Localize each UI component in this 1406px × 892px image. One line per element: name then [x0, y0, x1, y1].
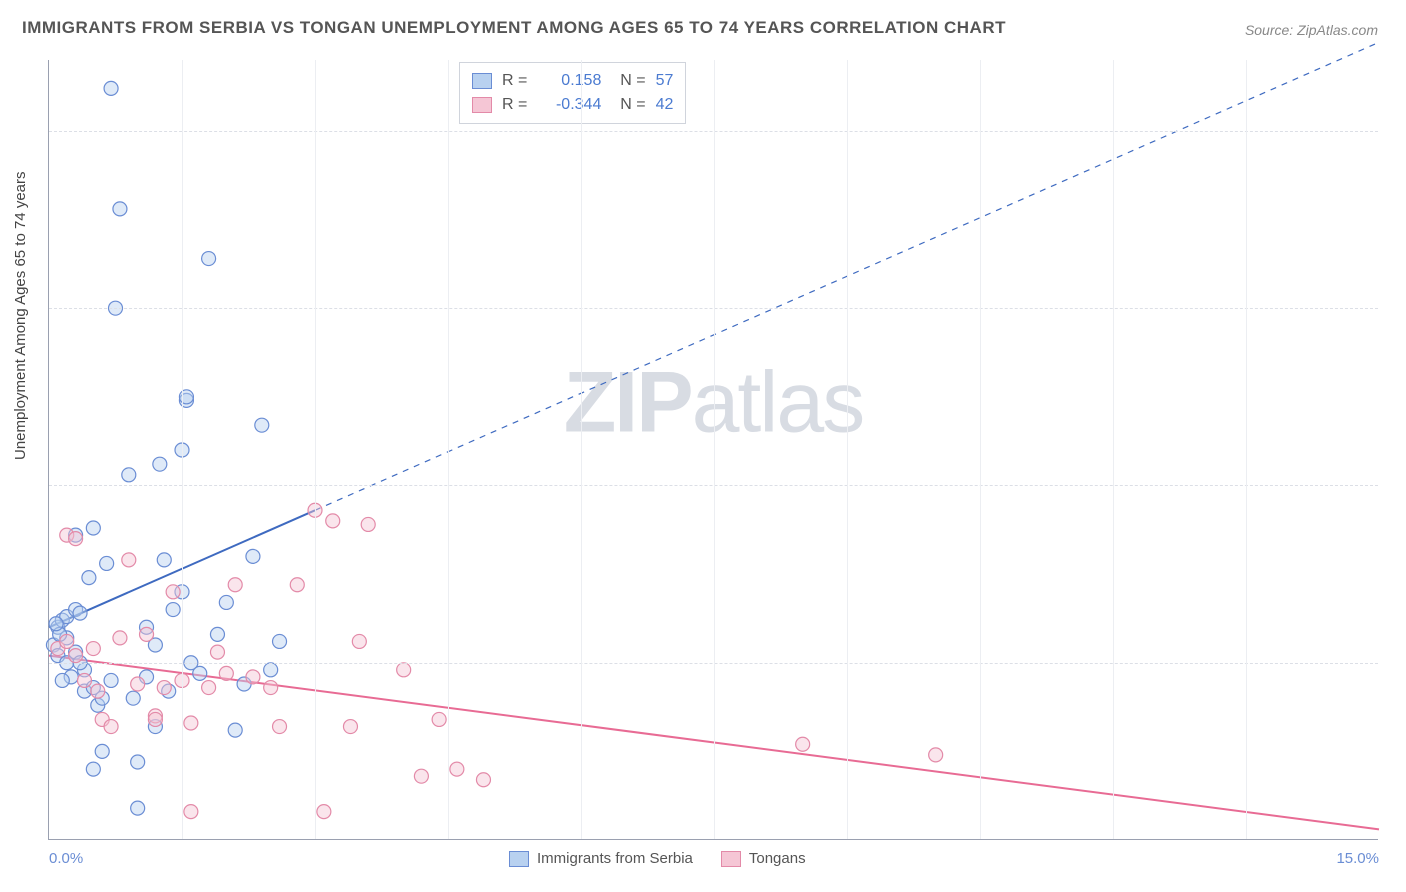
bottom-legend: Immigrants from Serbia Tongans: [509, 850, 806, 867]
xtick-label: 15.0%: [1336, 850, 1379, 867]
gridline-v: [1113, 60, 1114, 839]
gridline-v: [182, 60, 183, 839]
gridline-v: [1246, 60, 1247, 839]
chart-plot-area: ZIPatlas R = 0.158 N = 57 R = -0.344 N =…: [48, 60, 1378, 840]
gridline-v: [581, 60, 582, 839]
gridline-v: [980, 60, 981, 839]
gridline-v: [847, 60, 848, 839]
gridline-v: [315, 60, 316, 839]
legend-label-pink: Tongans: [749, 850, 806, 867]
gridline-v: [448, 60, 449, 839]
source-label: Source: ZipAtlas.com: [1245, 22, 1378, 38]
chart-title: IMMIGRANTS FROM SERBIA VS TONGAN UNEMPLO…: [22, 18, 1006, 38]
swatch-pink-icon: [721, 851, 741, 867]
y-axis-label: Unemployment Among Ages 65 to 74 years: [12, 171, 29, 460]
legend-item-pink: Tongans: [721, 850, 806, 867]
legend-item-blue: Immigrants from Serbia: [509, 850, 693, 867]
xtick-label: 0.0%: [49, 850, 83, 867]
legend-label-blue: Immigrants from Serbia: [537, 850, 693, 867]
gridline-v: [714, 60, 715, 839]
swatch-blue-icon: [509, 851, 529, 867]
